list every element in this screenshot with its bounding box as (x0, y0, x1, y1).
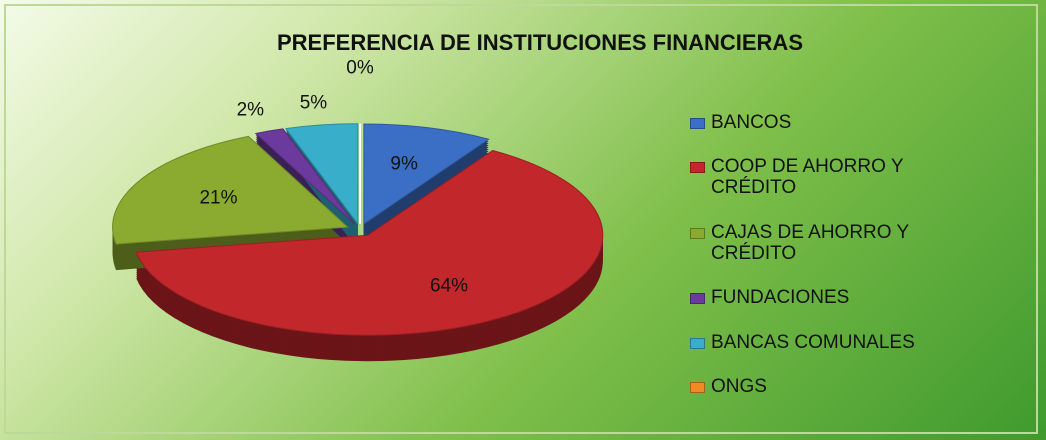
legend-item: BANCAS COMUNALES (690, 332, 940, 353)
slice (254, 128, 356, 225)
legend-label: FUNDACIONES (711, 287, 850, 309)
legend-item: CAJAS DE AHORRO Y CRÉDITO (690, 222, 940, 264)
data-label: 0% (346, 58, 374, 79)
legend-swatch (690, 381, 705, 393)
pie-slices (112, 123, 604, 362)
legend-swatch (690, 118, 705, 129)
slice (112, 135, 349, 245)
legend-label: CAJAS DE AHORRO Y CRÉDITO (711, 221, 909, 264)
chart-border (4, 4, 1038, 434)
data-label: 5% (300, 92, 328, 113)
legend-item: FUNDACIONES (690, 287, 940, 308)
legend-swatch (690, 293, 705, 305)
legend-swatch (690, 162, 705, 174)
legend-label: BANCAS COMUNALES (711, 331, 915, 353)
slice (135, 149, 604, 336)
legend-item: BANCOS (690, 112, 940, 133)
data-label: 21% (199, 187, 237, 208)
slice (363, 123, 490, 225)
legend-swatch (690, 337, 705, 349)
legend-item: ONGS (690, 376, 940, 397)
slice (284, 123, 359, 226)
legend-label: COOP DE AHORRO Y CRÉDITO (711, 156, 904, 199)
data-label: 64% (430, 276, 468, 297)
legend-swatch (690, 227, 705, 239)
legend: BANCOS COOP DE AHORRO Y CRÉDITO CAJAS DE A… (690, 112, 940, 397)
data-label: 9% (390, 153, 418, 174)
legend-label: ONGS (711, 375, 767, 397)
data-label: 2% (237, 100, 265, 121)
legend-label: BANCOS (711, 112, 792, 133)
legend-item: COOP DE AHORRO Y CRÉDITO (690, 156, 940, 198)
chart-title: PREFERENCIA DE INSTITUCIONES FINANCIERAS (277, 30, 803, 55)
